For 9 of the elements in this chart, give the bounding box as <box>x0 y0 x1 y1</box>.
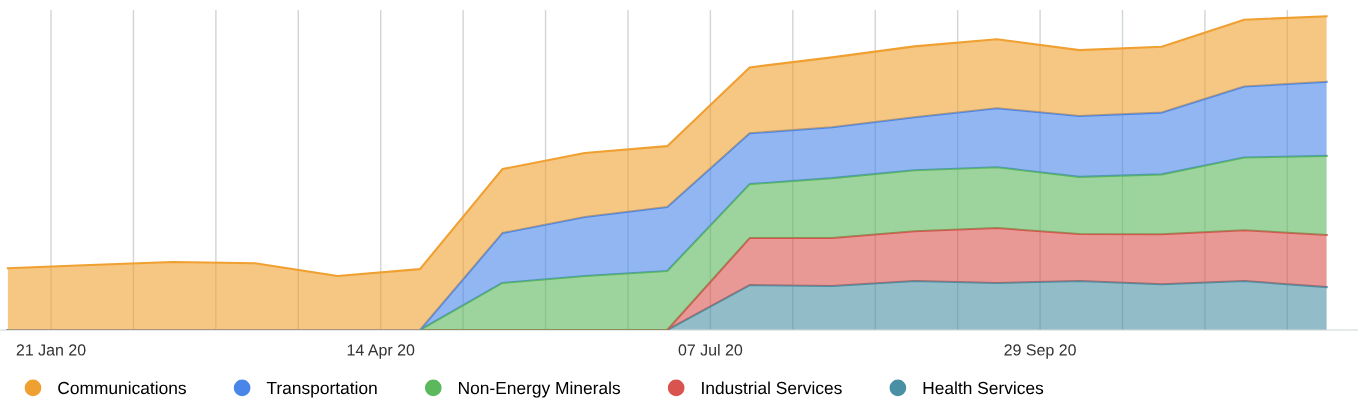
x-tick-label: 21 Jan 20 <box>16 344 86 356</box>
x-tick-label: 07 Jul 20 <box>678 343 743 356</box>
legend-label: Industrial Services <box>702 381 842 395</box>
x-tick-label: 14 Apr 20 <box>347 344 415 359</box>
legend-label: Communications <box>58 381 186 395</box>
x-tick-label: 29 Sep 20 <box>1004 344 1076 359</box>
legend-label: Transportation <box>266 381 377 398</box>
legend-label: Non-Energy Minerals <box>459 381 621 398</box>
legend-label: Health Services <box>923 381 1044 395</box>
